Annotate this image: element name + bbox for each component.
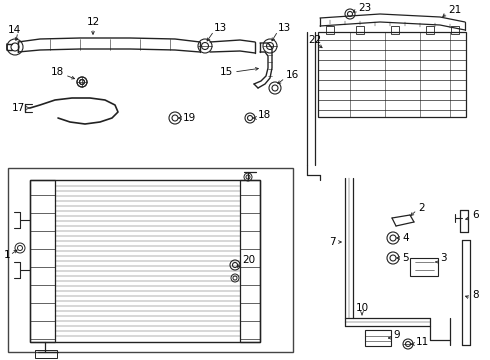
Bar xyxy=(35,350,57,358)
Bar xyxy=(451,26,459,34)
Bar xyxy=(30,180,260,342)
Bar xyxy=(391,26,399,34)
Text: 5: 5 xyxy=(402,253,409,263)
Text: 2: 2 xyxy=(418,203,425,213)
Bar xyxy=(410,258,438,276)
Bar xyxy=(8,168,293,352)
Text: 23: 23 xyxy=(358,3,371,13)
Text: 22: 22 xyxy=(308,35,321,45)
Text: 9: 9 xyxy=(393,330,400,340)
Bar xyxy=(318,32,466,117)
Text: 4: 4 xyxy=(402,233,409,243)
Text: 1: 1 xyxy=(4,250,11,260)
Text: 21: 21 xyxy=(448,5,461,15)
Text: 20: 20 xyxy=(242,255,255,265)
Text: 10: 10 xyxy=(356,303,369,313)
Text: 15: 15 xyxy=(220,67,233,77)
Text: 16: 16 xyxy=(286,70,299,80)
Text: 19: 19 xyxy=(183,113,196,123)
Bar xyxy=(30,180,55,342)
Text: 17: 17 xyxy=(12,103,25,113)
Text: 18: 18 xyxy=(51,67,64,77)
Text: 13: 13 xyxy=(278,23,291,33)
Text: 13: 13 xyxy=(214,23,227,33)
Text: 12: 12 xyxy=(86,17,99,27)
Text: 14: 14 xyxy=(8,25,21,35)
Bar xyxy=(365,330,391,346)
Text: 6: 6 xyxy=(472,210,479,220)
Text: 11: 11 xyxy=(416,337,429,347)
Bar xyxy=(356,26,364,34)
Text: 18: 18 xyxy=(258,110,271,120)
Text: 7: 7 xyxy=(329,237,336,247)
Text: 3: 3 xyxy=(440,253,446,263)
Bar xyxy=(240,180,260,342)
Bar xyxy=(326,26,334,34)
Bar xyxy=(426,26,434,34)
Text: 8: 8 xyxy=(472,290,479,300)
